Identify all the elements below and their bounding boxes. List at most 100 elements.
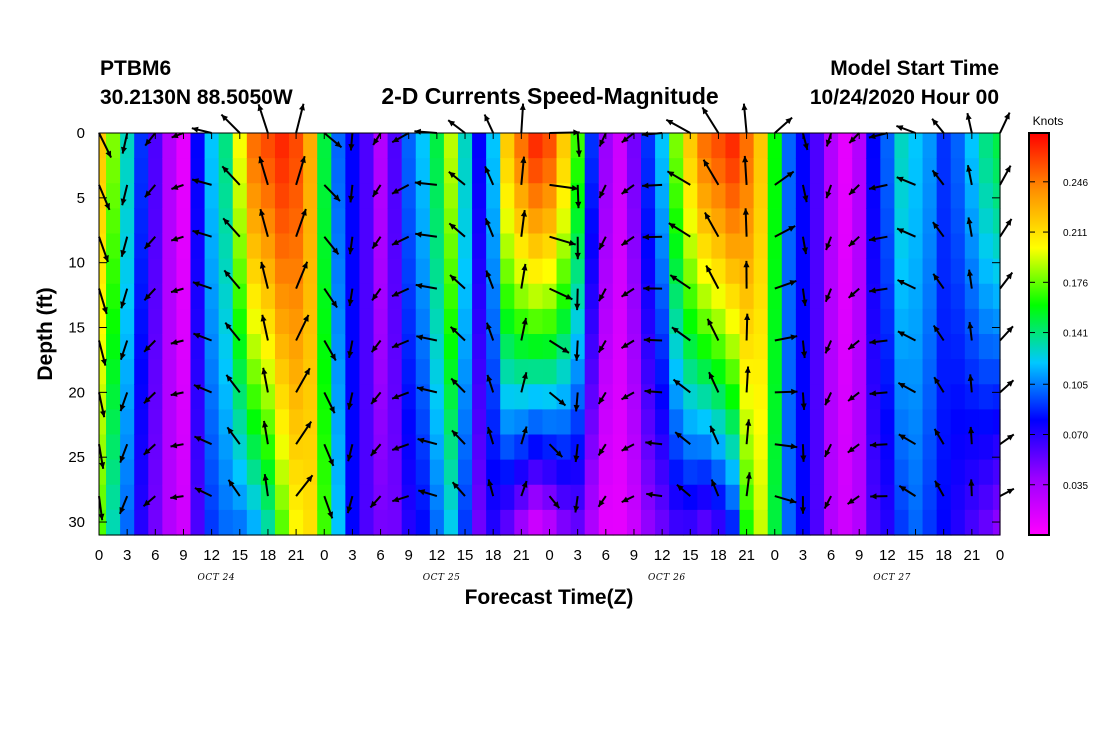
heatmap-cell [218,334,234,360]
heatmap-cell [809,308,825,335]
heatmap-cell [908,133,924,159]
current-vector-head [933,273,940,281]
heatmap-cell [978,359,994,385]
current-vector-head [332,247,339,255]
heatmap-cell [274,183,290,209]
heatmap-cell [781,334,797,360]
heatmap-cell [612,233,628,260]
heatmap-cell [781,158,797,184]
heatmap-cell [401,208,417,235]
heatmap-cell [401,308,417,335]
current-vector-head [621,393,629,400]
current-vector-head [392,136,400,143]
current-vector-head [372,241,379,249]
heatmap-cell [824,459,839,486]
heatmap-cell [528,334,544,360]
heatmap-cell [148,359,163,385]
heatmap-cell [978,459,994,486]
colorbar-tick-label: 0.035 [1063,481,1088,492]
heatmap-cell [99,308,107,335]
heatmap-cell [148,384,163,410]
current-vector-head [192,229,200,236]
heatmap-cell [472,283,487,310]
heatmap-cell [697,509,712,536]
heatmap-cell [964,208,980,235]
heatmap-cell [852,384,867,410]
heatmap-cell [345,409,361,436]
heatmap-cell [612,208,628,235]
heatmap-cell [148,308,163,335]
heatmap-cell [894,308,910,335]
current-vector-head [573,354,580,361]
heatmap-cell [387,308,403,335]
heatmap-cell [950,233,966,260]
heatmap-cell [331,509,346,536]
heatmap-cell [246,183,262,209]
heatmap-cell [134,308,149,335]
heatmap-cell [345,509,361,536]
heatmap-cell [134,459,149,486]
current-vector-head [645,440,652,447]
heatmap-cell [218,509,234,536]
current-vector-head [967,374,974,381]
heatmap-cell [936,208,952,235]
current-vector-head [331,300,338,308]
heatmap-cell [711,384,727,410]
heatmap-cell [486,484,501,511]
current-vector-head [191,126,199,133]
heatmap-cell [387,283,403,310]
heatmap-cell [204,359,220,385]
heatmap-cell [852,308,867,335]
heatmap-cell [472,359,487,385]
heatmap-cell [162,409,178,436]
heatmap-cell [162,308,178,335]
heatmap-cell [289,183,304,209]
heatmap-cell [289,459,304,486]
heatmap-cell [303,484,318,511]
colorbar-tick-label: 0.070 [1063,431,1088,442]
heatmap-cell [190,409,206,436]
y-tick-label: 30 [68,514,85,531]
heatmap-cell [584,158,600,184]
heatmap-cell [584,459,600,486]
heatmap-cell [781,409,797,436]
heatmap-cell [767,258,783,285]
heatmap-cell [120,208,135,235]
model-start-time: 10/24/2020 Hour 00 [810,86,999,109]
heatmap-cell [359,434,375,461]
heatmap-cell [697,334,712,360]
heatmap-cell [936,509,952,536]
current-vector-head [347,351,354,358]
date-label: OCT 27 [873,573,911,583]
heatmap-cell [274,484,290,511]
current-vector-head [99,462,106,469]
heatmap-cell [950,158,966,184]
heatmap-cell [500,233,515,260]
current-vector-head [742,155,749,163]
heatmap-cell [992,233,1001,260]
heatmap-cell [401,334,417,360]
heatmap-cell [711,459,727,486]
heatmap-cell [99,459,107,486]
heatmap-cell [260,133,276,159]
heatmap-cell [824,133,839,159]
heatmap-cell [232,233,248,260]
heatmap-cell [669,409,684,436]
heatmap-cell [443,359,459,385]
current-vector-head [824,501,831,509]
heatmap-cell [978,384,994,410]
current-vector-head [227,427,234,435]
heatmap-cell [472,308,487,335]
heatmap-cell [978,409,994,436]
heatmap-cell [359,233,375,260]
heatmap-cell [598,258,614,285]
heatmap-cell [120,308,135,335]
heatmap-cell [148,459,163,486]
heatmap-cell [936,409,952,436]
heatmap-cell [528,208,544,235]
heatmap-cell [443,308,459,335]
current-vector-head [599,139,605,147]
heatmap-cell [711,509,727,536]
heatmap-cell [809,133,825,159]
heatmap-cell [542,334,558,360]
